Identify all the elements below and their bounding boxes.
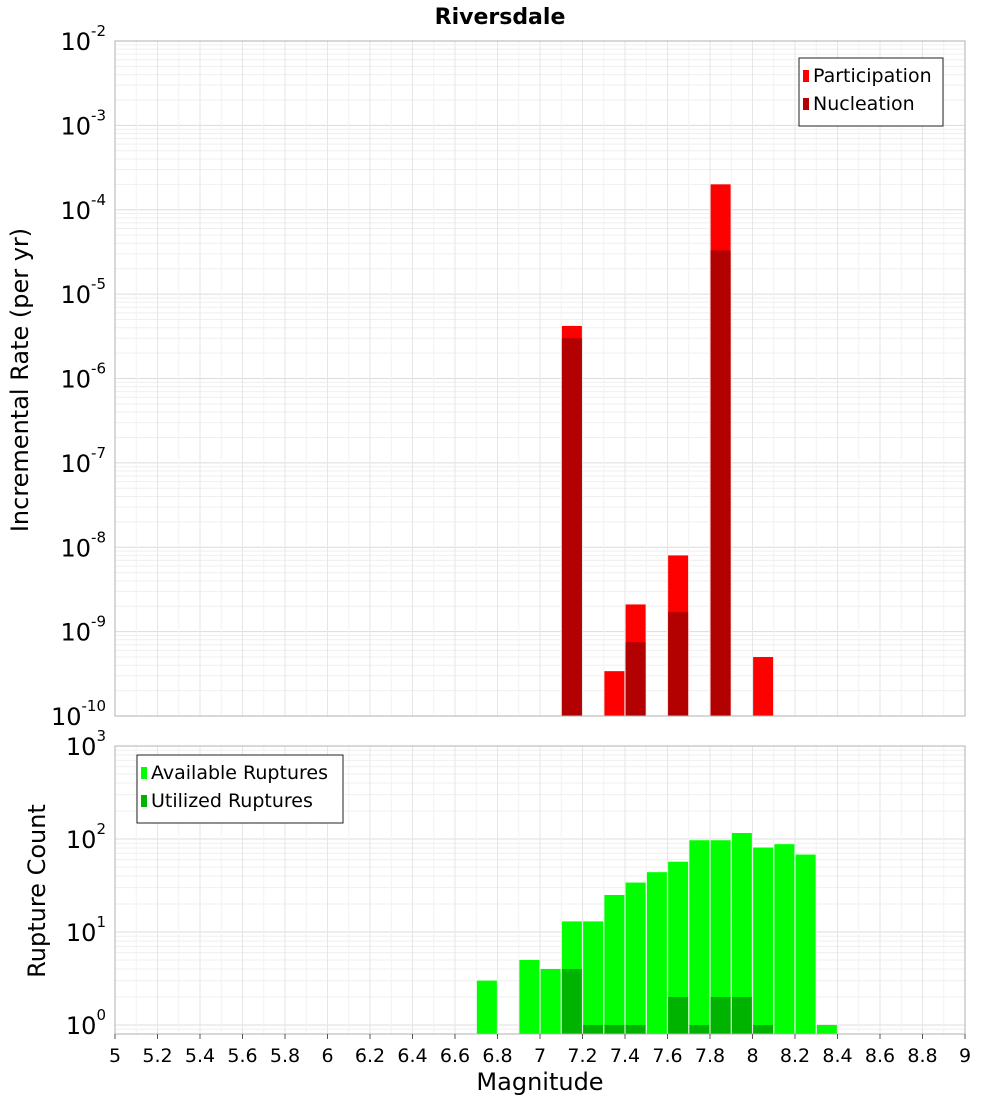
legend-swatch (141, 767, 147, 779)
bar (646, 872, 667, 1034)
bar (710, 996, 731, 1034)
x-tick-label: 8.6 (865, 1045, 895, 1067)
series-available-ruptures (476, 833, 837, 1034)
bar (774, 844, 795, 1034)
y-tick-label: 10-2 (60, 22, 106, 56)
y-tick-label: 10-4 (60, 191, 106, 225)
legend-box (798, 57, 944, 127)
bar (583, 921, 604, 1034)
x-tick-label: 6.4 (397, 1045, 427, 1067)
y-tick-label: 10-3 (60, 106, 106, 140)
y-tick-label: 10-6 (60, 360, 106, 394)
y-tick-label: 102 (66, 820, 106, 854)
x-tick-label: 7.8 (695, 1045, 725, 1067)
bar (604, 671, 625, 716)
x-tick-label: 5.2 (142, 1045, 172, 1067)
x-tick-label: 7.4 (610, 1045, 640, 1067)
x-tick-label: 5.8 (270, 1045, 300, 1067)
plot-frame (114, 40, 966, 717)
bar (519, 959, 540, 1034)
x-tick-label: 8.8 (907, 1045, 937, 1067)
y-tick-label: 10-8 (60, 528, 106, 562)
x-tick-label: 7 (534, 1045, 546, 1067)
x-tick-label: 8 (746, 1045, 758, 1067)
top-y-axis-label: Incremental Rate (per yr) (6, 228, 34, 532)
bar (731, 833, 752, 1034)
y-tick-label: 103 (66, 727, 106, 761)
bar (710, 250, 731, 717)
bar (561, 968, 582, 1034)
x-tick-label: 6.6 (440, 1045, 470, 1067)
x-tick-label: 8.2 (780, 1045, 810, 1067)
chart-title: Riversdale (435, 5, 566, 30)
y-tick-label: 100 (66, 1006, 106, 1040)
legend-label: Utilized Ruptures (151, 790, 313, 812)
bar (668, 996, 689, 1034)
y-tick-label: 101 (66, 913, 106, 947)
legend-box (136, 754, 344, 824)
x-tick-label: 6.8 (482, 1045, 512, 1067)
bar (731, 996, 752, 1034)
x-tick-label: 5 (109, 1045, 121, 1067)
x-tick-label: 6.2 (355, 1045, 385, 1067)
bar (625, 1024, 646, 1034)
legend-swatch (803, 98, 809, 110)
y-tick-label: 10-5 (60, 275, 106, 309)
bar (625, 642, 646, 716)
bar (668, 861, 689, 1034)
legend-label: Participation (813, 65, 932, 87)
bar (583, 1024, 604, 1034)
bar (540, 968, 561, 1034)
x-tick-label: 5.4 (185, 1045, 215, 1067)
bottom-y-axis-label: Rupture Count (23, 804, 51, 978)
y-tick-label: 10-10 (51, 697, 106, 731)
bar (604, 1024, 625, 1034)
bar (561, 338, 582, 716)
x-tick-label: 9 (959, 1045, 971, 1067)
x-tick-label: 6 (321, 1045, 333, 1067)
legend-swatch (803, 70, 809, 82)
x-tick-label: 8.4 (822, 1045, 852, 1067)
bar (689, 1024, 710, 1034)
y-tick-label: 10-9 (60, 613, 106, 647)
bar (710, 840, 731, 1034)
bar (753, 847, 774, 1034)
x-tick-label: 5.6 (227, 1045, 257, 1067)
bar (476, 980, 497, 1034)
legend: Participation Nucleation (798, 57, 944, 127)
series-utilized-ruptures (561, 968, 774, 1034)
series-nucleation (561, 250, 731, 717)
bar (668, 612, 689, 716)
bar (604, 894, 625, 1034)
legend-swatch (141, 795, 147, 807)
top-panel: 10-2 10-3 10-4 10-5 10-6 10-7 10-8 10-9 10-10 Par… (51, 22, 966, 731)
x-tick-label: 7.2 (567, 1045, 597, 1067)
bar (625, 882, 646, 1034)
x-tick-label: 7.6 (652, 1045, 682, 1067)
x-axis-label: Magnitude (476, 1068, 603, 1096)
grid (114, 40, 966, 717)
bar (689, 840, 710, 1034)
legend-label: Available Ruptures (151, 762, 328, 784)
bar (753, 1024, 774, 1034)
bar (795, 854, 816, 1034)
bar (816, 1024, 837, 1034)
y-tick-label: 10-7 (60, 444, 106, 478)
legend-label: Nucleation (813, 93, 915, 115)
bar (753, 657, 774, 716)
legend: Available Ruptures Utilized Ruptures (136, 754, 344, 824)
